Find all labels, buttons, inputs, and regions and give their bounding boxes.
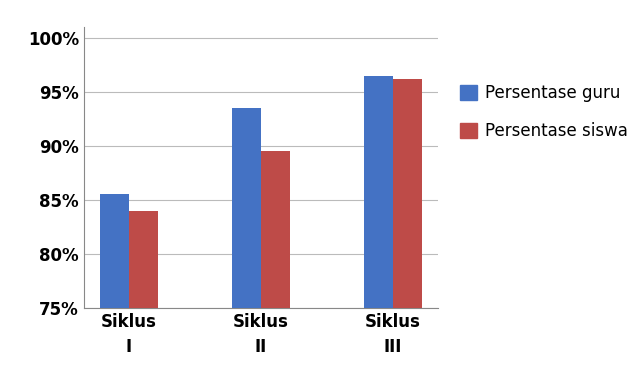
Bar [232,108,261,308]
Legend: Persentase guru, Persentase siswa: Persentase guru, Persentase siswa [453,77,634,147]
Bar [261,151,290,308]
Bar [129,211,158,308]
Bar [100,194,129,308]
Bar [393,79,422,308]
Bar [364,75,393,308]
